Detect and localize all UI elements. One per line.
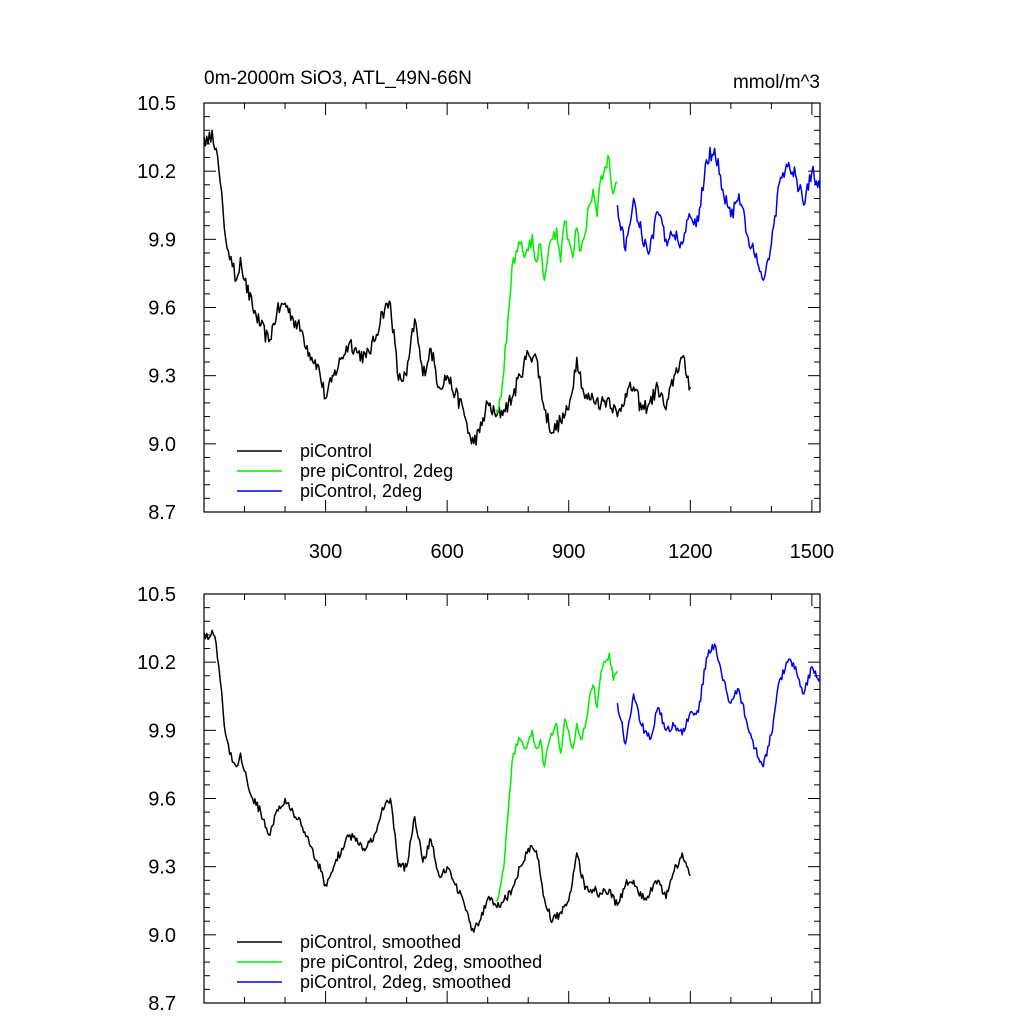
bottom-y-tick-label: 10.5 <box>137 584 176 606</box>
top-y-tick-label: 10.5 <box>137 93 176 115</box>
bottom-panel: 8.7 9.0 9.3 9.6 9.9 10.2 10.5 piControl, smooth… <box>137 584 821 1015</box>
top-y-tick-label: 9.3 <box>148 366 176 388</box>
top-y-tick-label: 8.7 <box>148 502 176 524</box>
bottom-series-line-3 <box>616 643 821 768</box>
bottom-y-tick-label: 8.7 <box>148 993 176 1015</box>
chart-title: 0m-2000m SiO3, ATL_49N-66N <box>204 68 472 89</box>
units-label: mmol/m^3 <box>733 72 820 93</box>
top-panel: 8.7 9.0 9.3 9.6 9.9 10.2 10.5 300 600 900 1200 1500… <box>137 93 834 563</box>
top-y-tick-label: 9.0 <box>148 434 176 456</box>
top-plot-frame <box>203 102 821 513</box>
bottom-legend-label: pre piControl, 2deg, smoothed <box>300 952 542 972</box>
bottom-series-line-1 <box>203 629 691 933</box>
top-y-tick-label: 9.6 <box>148 298 176 320</box>
bottom-y-tick-label: 10.2 <box>137 652 176 674</box>
bottom-y-tick-label: 9.0 <box>148 925 176 947</box>
bottom-y-tick-label: 9.9 <box>148 720 176 742</box>
top-x-tick-label: 900 <box>552 541 585 563</box>
top-x-tick-label: 600 <box>430 541 463 563</box>
top-series-line-3 <box>616 146 821 281</box>
bottom-legend-label: piControl, smoothed <box>300 932 461 952</box>
top-series-line-1 <box>203 129 691 446</box>
top-x-tick-label: 300 <box>309 541 342 563</box>
top-series-line-2 <box>495 154 618 414</box>
top-legend-label: pre piControl, 2deg <box>300 461 453 481</box>
top-legend-label: piControl <box>300 441 372 461</box>
top-y-tick-label: 10.2 <box>137 161 176 183</box>
bottom-legend-label: piControl, 2deg, smoothed <box>300 972 511 992</box>
top-x-tick-label: 1200 <box>668 541 713 563</box>
top-legend-label: piControl, 2deg <box>300 481 422 501</box>
bottom-y-tick-label: 9.3 <box>148 857 176 879</box>
bottom-series-line-2 <box>495 652 619 902</box>
top-x-tick-label: 1500 <box>790 541 835 563</box>
bottom-y-tick-label: 9.6 <box>148 789 176 811</box>
bottom-plot-frame <box>203 593 821 1004</box>
top-y-tick-label: 9.9 <box>148 229 176 251</box>
